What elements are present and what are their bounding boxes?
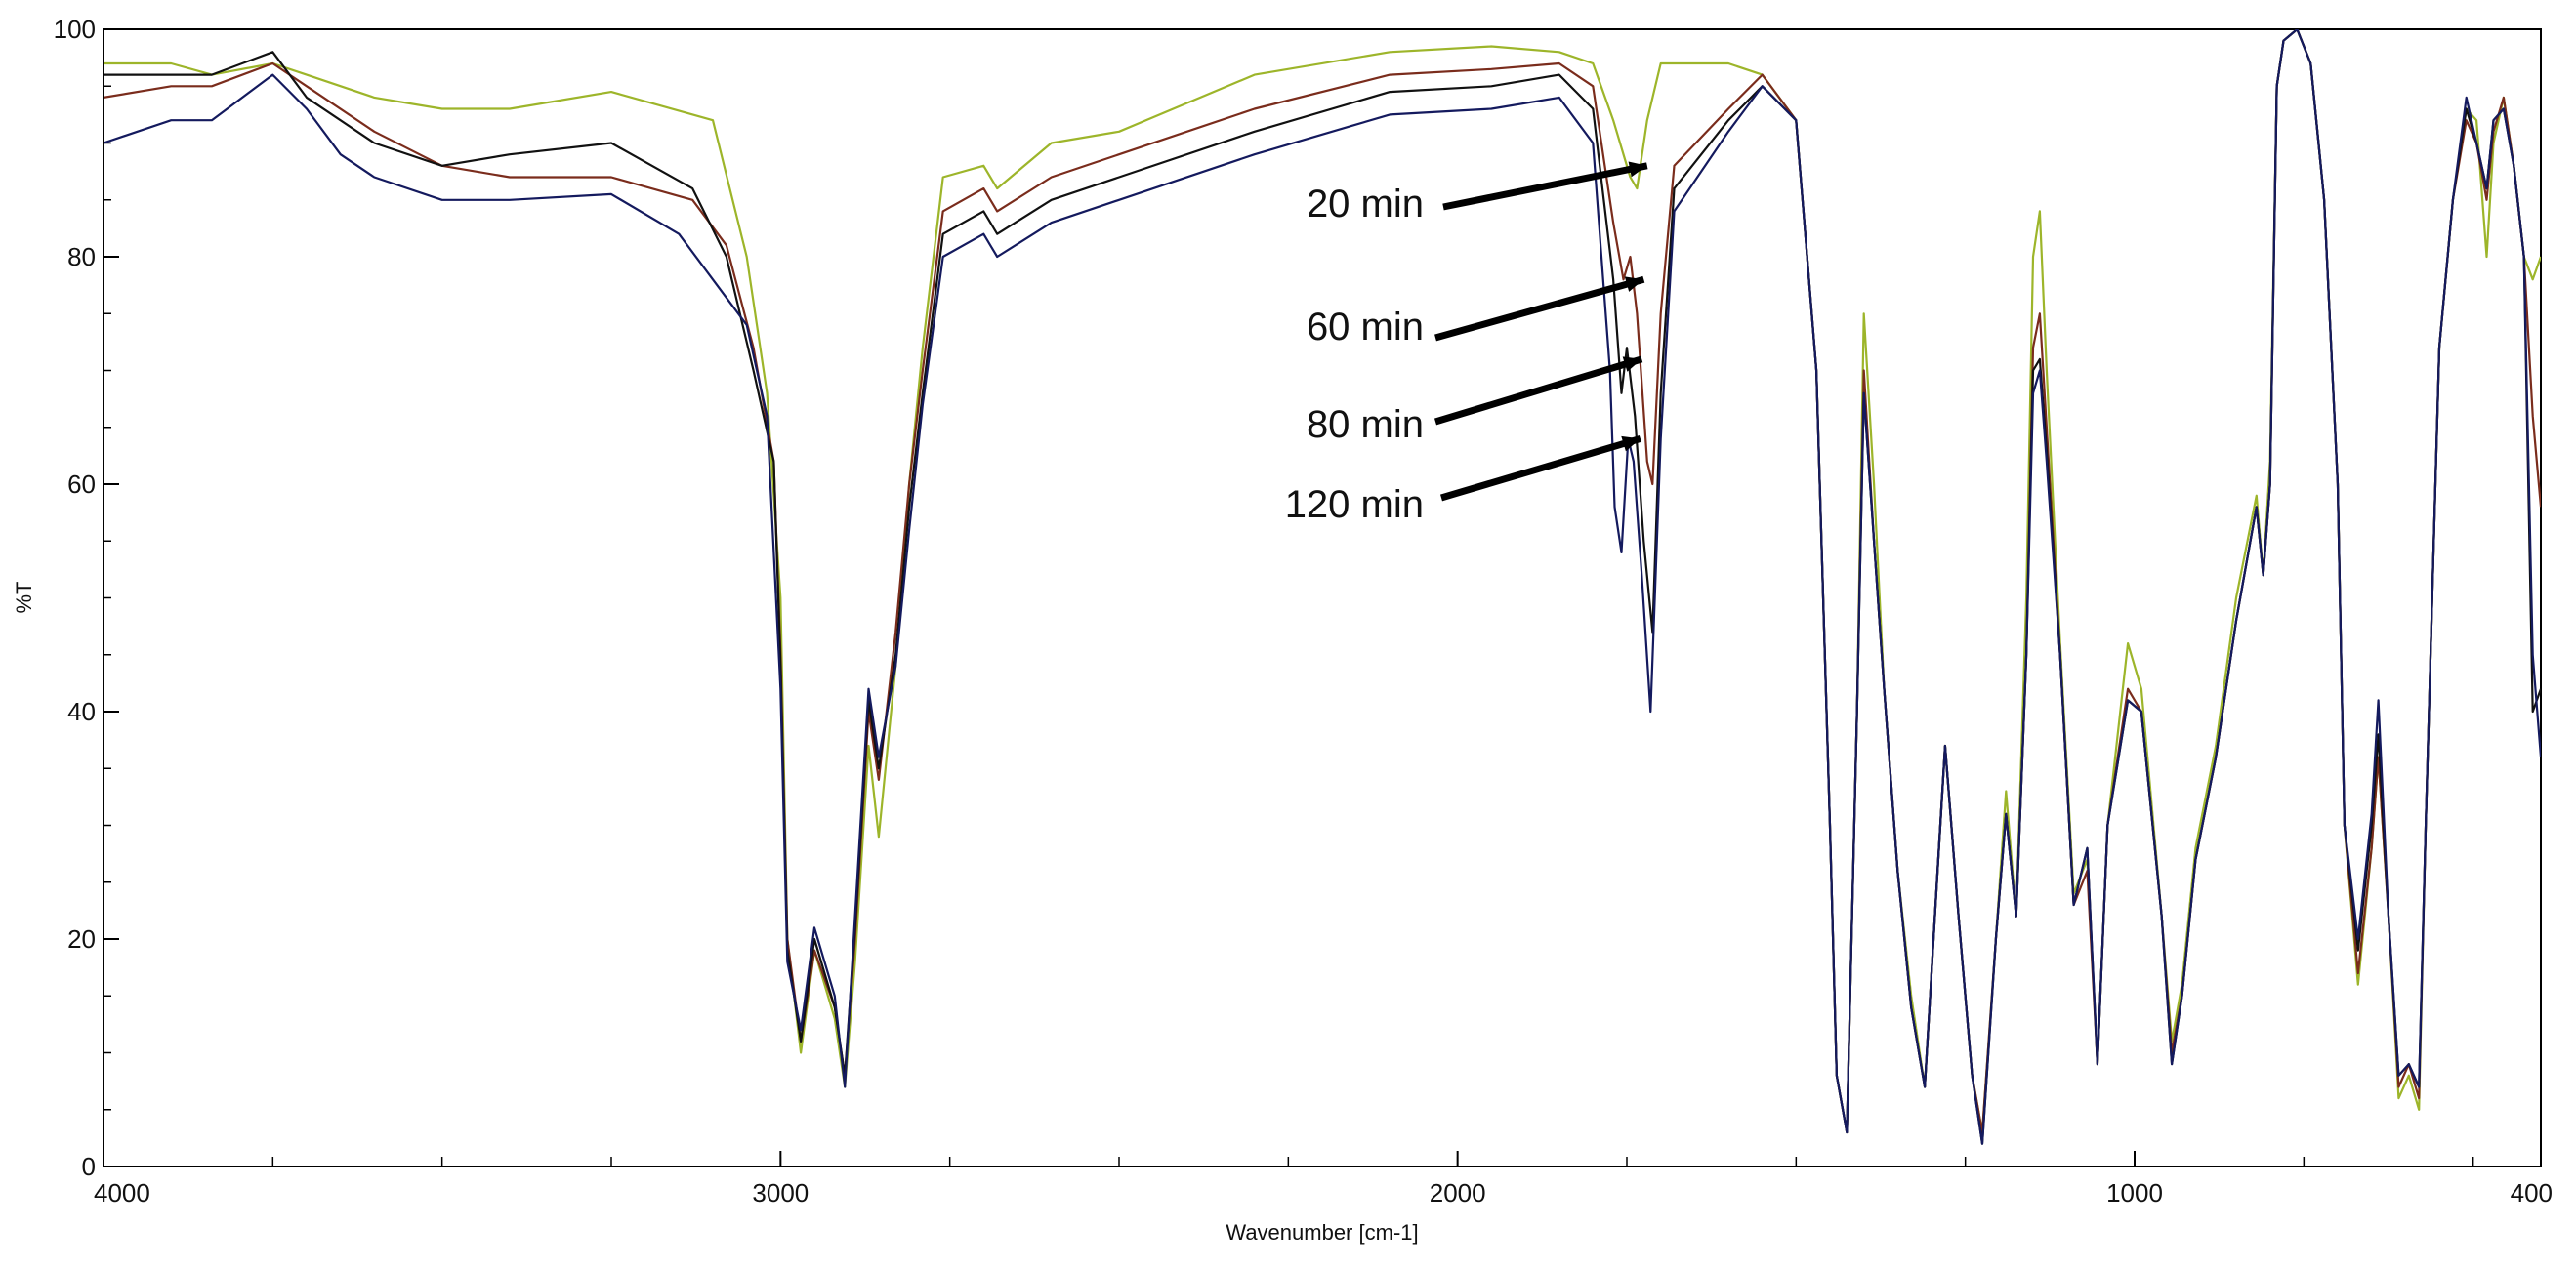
y-axis-ticks: 0 20 40 60 80 100 xyxy=(54,15,119,1181)
annotation-label: 20 min xyxy=(1307,183,1424,225)
x-axis-label: Wavenumber [cm-1] xyxy=(1226,1220,1418,1245)
annotation-arrow xyxy=(1442,162,1648,211)
annotation-arrowhead xyxy=(1628,161,1647,178)
annotation-label: 60 min xyxy=(1307,306,1424,348)
x-tick-label: 3000 xyxy=(752,1178,809,1207)
y-tick-label: 80 xyxy=(67,242,96,271)
annotation-label: 120 min xyxy=(1285,483,1424,526)
y-tick-label: 0 xyxy=(82,1152,96,1181)
y-tick-label: 60 xyxy=(67,470,96,499)
annotation-arrowhead xyxy=(1622,356,1642,372)
x-tick-label: 2000 xyxy=(1430,1178,1486,1207)
annotation-arrowhead xyxy=(1624,276,1644,292)
annotation-arrow xyxy=(1440,435,1641,502)
y-axis-label: %T xyxy=(12,582,36,614)
series-line-4 xyxy=(104,29,2541,1145)
y-tick-label: 40 xyxy=(67,697,96,726)
y-tick-label: 20 xyxy=(67,924,96,954)
annotations: 20 min 60 min 80 min 120 min xyxy=(1285,161,1648,526)
annotation-arrow xyxy=(1433,355,1643,426)
x-tick-label: 1000 xyxy=(2106,1178,2163,1207)
y-tick-label: 100 xyxy=(54,15,96,44)
annotation-label: 80 min xyxy=(1307,403,1424,446)
x-axis-ticks: 4000 3000 2000 1000 400 xyxy=(94,1151,2553,1207)
series-group xyxy=(104,29,2541,1145)
annotation-arrowhead xyxy=(1621,435,1641,452)
x-tick-label: 400 xyxy=(2511,1178,2553,1207)
annotation-arrow xyxy=(1434,275,1645,342)
x-tick-label: 4000 xyxy=(94,1178,150,1207)
